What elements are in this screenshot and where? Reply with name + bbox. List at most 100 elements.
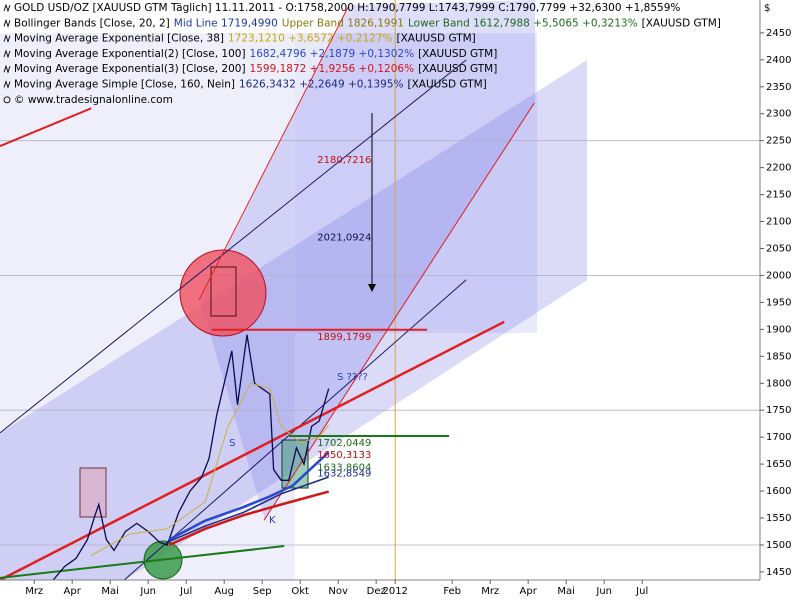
header-segment: Upper Band 1826,1991 — [282, 17, 404, 29]
x-tick-label: 2012 — [382, 586, 407, 597]
header-segment: [XAUUSD GTM] — [642, 17, 721, 29]
plot: 1899,1799 1702,0449 2180,7216 2021,0924 1650… — [0, 4, 535, 580]
header-line: Moving Average Exponential(2) [Close, 10… — [14, 48, 497, 60]
trend-line — [0, 320, 505, 580]
y-tick-label: 1700 — [766, 432, 791, 443]
header-line: Moving Average Simple [Close, 160, Nein]… — [14, 79, 487, 91]
header-segment: [XAUUSD GTM] — [397, 33, 476, 45]
price-line — [168, 490, 330, 547]
x-tick-label: Mai — [557, 586, 575, 597]
y-tick-label: 1850 — [766, 351, 791, 362]
header-segment: 1626,3432 +2,2649 +0,1395% — [239, 79, 404, 91]
y-tick-label: 1600 — [766, 486, 791, 497]
annotation: S — [229, 438, 235, 449]
level-label: 1702,0449 — [317, 438, 371, 449]
header-segment: [XAUUSD GTM] — [418, 48, 497, 60]
y-tick-label: 1650 — [766, 459, 791, 470]
x-tick-label: Apr — [520, 586, 538, 597]
trend-line — [263, 102, 535, 521]
header-segment: GOLD USD/OZ [XAUUSD GTM Täglich] 11.11.2… — [14, 2, 680, 14]
projection-area — [295, 33, 537, 333]
highlight-box — [79, 467, 107, 518]
y-tick-label: 2000 — [766, 270, 791, 281]
header-segment: 1599,1872 +1,9256 +0,1206% — [250, 63, 415, 75]
indicator-icon — [3, 80, 11, 89]
grid — [0, 0, 760, 580]
y-tick-label: 1750 — [766, 405, 791, 416]
indicator-icon — [3, 18, 11, 28]
indicator-icon — [3, 49, 11, 59]
indicator-icon — [3, 64, 11, 74]
header-segment: 1682,4796 +2,1879 +0,1302% — [250, 48, 415, 60]
header-line: Moving Average Exponential(3) [Close, 20… — [14, 63, 497, 75]
header-line: GOLD USD/OZ [XAUUSD GTM Täglich] 11.11.2… — [14, 2, 680, 14]
y-tick-label: 2050 — [766, 243, 791, 254]
arrow-head — [368, 284, 376, 292]
x-tick-label: Mai — [101, 586, 119, 597]
annotation: 2180,7216 — [317, 155, 371, 166]
indicator-icon — [3, 96, 11, 104]
y-tick-label: 1800 — [766, 378, 791, 389]
header-segment: [XAUUSD GTM] — [418, 63, 497, 75]
annotation: 1632,8549 — [317, 468, 371, 479]
price-line — [50, 334, 330, 580]
y-tick-label: 1450 — [766, 567, 791, 578]
header-segment: © www.tradesignalonline.com — [14, 94, 173, 106]
header-segment: Bollinger Bands [Close, 20, 2] — [14, 17, 170, 29]
indicator-icon — [3, 3, 11, 13]
x-tick-label: Jul — [179, 586, 192, 597]
x-tick-label: Dez — [367, 586, 386, 597]
y-tick-label: 1500 — [766, 540, 791, 551]
header-segment: Moving Average Exponential [Close, 38] — [14, 33, 224, 45]
y-tick-label: 2350 — [766, 82, 791, 93]
trend-line — [0, 545, 285, 579]
header: GOLD USD/OZ [XAUUSD GTM Täglich] 11.11.2… — [3, 2, 721, 106]
price-line — [168, 451, 330, 541]
header-segment: 1723,1210 +3,6572 +0,2127% — [228, 33, 393, 45]
x-tick-label: Jul — [635, 586, 648, 597]
shading — [0, 0, 587, 580]
header-segment: [XAUUSD GTM] — [408, 79, 487, 91]
y-tick-label: 1550 — [766, 513, 791, 524]
channel-area — [0, 60, 587, 580]
y-tick-label: 2300 — [766, 109, 791, 120]
y-tick-label: 2450 — [766, 28, 791, 39]
y-tick-label: 2200 — [766, 163, 791, 174]
y-tick-label: 2150 — [766, 190, 791, 201]
annotation: 2021,0924 — [317, 233, 371, 244]
y-tick-label: 2250 — [766, 136, 791, 147]
x-tick-label: Sep — [253, 586, 272, 597]
header-segment: Mid Line 1719,4990 — [174, 17, 278, 29]
annotation: 1633,8604 — [317, 462, 371, 473]
y-tick-label: 2100 — [766, 217, 791, 228]
x-tick-label: Jun — [595, 586, 612, 597]
x-tick-label: Apr — [64, 586, 82, 597]
x-tick-label: Jun — [139, 586, 156, 597]
price-line — [90, 382, 330, 557]
header-line: Moving Average Exponential [Close, 38] 17… — [14, 33, 476, 45]
level-label: 1899,1799 — [317, 332, 371, 343]
y-tick-label: 1950 — [766, 297, 791, 308]
y-tick-label: 1900 — [766, 324, 791, 335]
header-segment: Moving Average Exponential(3) [Close, 20… — [14, 63, 246, 75]
header-line: Bollinger Bands [Close, 20, 2] Mid Line 1… — [14, 17, 721, 29]
x-tick-label: Okt — [291, 586, 309, 597]
trend-line — [0, 107, 92, 148]
header-segment: Lower Band 1612,7988 +5,5065 +0,3213% — [408, 17, 638, 29]
highlight-circle — [179, 249, 267, 337]
indicator-icon — [3, 34, 11, 44]
trend-line — [198, 4, 350, 300]
highlight-box — [210, 266, 237, 317]
channel-area — [200, 0, 535, 520]
annotation: 1650,3133 — [317, 450, 371, 461]
x-tick-label: Nov — [328, 586, 348, 597]
annotation: S ???? — [337, 372, 368, 383]
x-tick-label: Aug — [214, 586, 234, 597]
header-segment: Moving Average Simple [Close, 160, Nein] — [14, 79, 235, 91]
x-tick-label: Mrz — [481, 586, 499, 597]
trend-line — [0, 59, 467, 434]
